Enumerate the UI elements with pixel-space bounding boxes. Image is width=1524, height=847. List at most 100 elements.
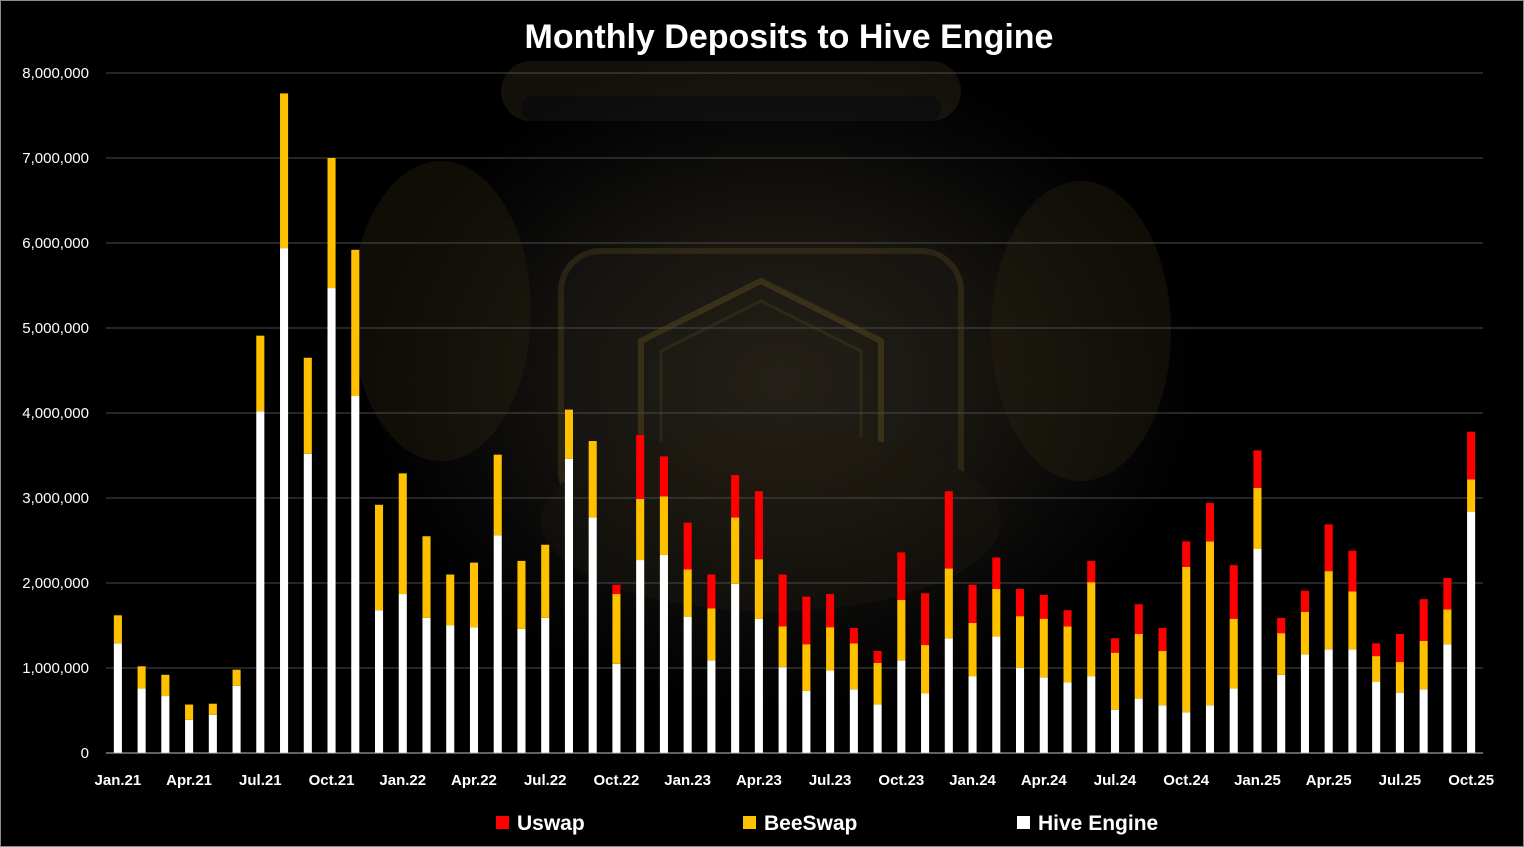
bar-hive-engine: [185, 719, 194, 753]
bar-beeswap: [113, 615, 122, 644]
bar-hive-engine: [1110, 709, 1120, 753]
bar-uswap: [1110, 638, 1120, 653]
bar-hive-engine: [707, 660, 716, 753]
bar-hive-engine: [1182, 712, 1191, 753]
bar-uswap: [849, 628, 858, 644]
bar-uswap: [1158, 628, 1167, 651]
y-tick-label: 7,000,000: [22, 150, 89, 167]
bar-uswap: [612, 584, 621, 595]
bar-hive-engine: [1158, 705, 1167, 753]
bar-hive-engine: [303, 453, 312, 753]
bar-beeswap: [1395, 662, 1404, 693]
bar-beeswap: [232, 669, 241, 686]
bar-beeswap: [1467, 479, 1476, 512]
bar-beeswap: [1229, 618, 1238, 689]
bar-hive-engine: [612, 663, 621, 753]
bar-beeswap: [256, 335, 265, 412]
bar-beeswap: [826, 627, 835, 671]
x-tick-label: Jul.23: [809, 772, 852, 789]
bar-uswap: [921, 593, 930, 646]
bar-beeswap: [612, 594, 621, 664]
bar-hive-engine: [873, 704, 882, 753]
bar-hive-engine: [327, 288, 336, 753]
bar-hive-engine: [564, 458, 573, 753]
x-tick-label: Oct.24: [1163, 772, 1210, 789]
bar-beeswap: [422, 536, 431, 618]
bar-hive-engine: [351, 396, 360, 753]
bar-hive-engine: [208, 714, 217, 753]
bar-hive-engine: [1087, 676, 1096, 753]
y-tick-label: 8,000,000: [22, 65, 89, 82]
bar-uswap: [826, 594, 835, 628]
bar-hive-engine: [992, 636, 1001, 753]
bar-hive-engine: [1277, 674, 1286, 753]
bar-beeswap: [683, 569, 692, 617]
bar-hive-engine: [1443, 644, 1452, 753]
bar-beeswap: [446, 574, 455, 626]
x-tick-label: Jul.24: [1094, 772, 1137, 789]
x-tick-label: Oct.23: [878, 772, 924, 789]
y-tick-label: 3,000,000: [22, 490, 89, 507]
bar-beeswap: [1158, 651, 1167, 706]
bar-hive-engine: [636, 560, 645, 753]
bar-uswap: [1253, 450, 1262, 488]
bar-hive-engine: [1229, 688, 1238, 753]
bar-hive-engine: [802, 690, 811, 753]
bar-uswap: [659, 456, 668, 497]
bar-beeswap: [921, 645, 930, 694]
bar-uswap: [683, 522, 692, 570]
bar-hive-engine: [1300, 654, 1309, 753]
bar-beeswap: [1134, 634, 1143, 699]
bar-uswap: [1205, 503, 1215, 542]
bar-hive-engine: [374, 610, 384, 753]
bar-beeswap: [541, 544, 550, 618]
bar-uswap: [897, 552, 906, 600]
bar-uswap: [778, 574, 787, 627]
x-tick-label: Oct.22: [594, 772, 640, 789]
x-tick-label: Jan.22: [379, 772, 426, 789]
bar-hive-engine: [1467, 511, 1476, 753]
bar-beeswap: [1110, 652, 1120, 710]
bar-hive-engine: [1016, 668, 1025, 753]
bar-beeswap: [469, 562, 479, 628]
bar-beeswap: [351, 249, 360, 396]
bar-hive-engine: [849, 689, 858, 753]
bar-uswap: [1039, 594, 1048, 619]
bar-uswap: [1372, 643, 1381, 657]
x-tick-label: Apr.25: [1306, 772, 1352, 789]
bar-beeswap: [374, 504, 384, 611]
bar-beeswap: [1253, 487, 1262, 549]
bar-beeswap: [137, 666, 146, 689]
bar-hive-engine: [446, 625, 455, 753]
bar-uswap: [1087, 560, 1096, 583]
legend-item-beeswap: BeeSwap: [743, 812, 857, 835]
x-tick-label: Apr.22: [451, 772, 497, 789]
bar-uswap: [1348, 550, 1357, 592]
x-tick-label: Jan.25: [1234, 772, 1281, 789]
legend-item-uswap: Uswap: [496, 812, 585, 835]
bar-beeswap: [707, 608, 716, 661]
x-tick-label: Jan.21: [95, 772, 142, 789]
bar-uswap: [1467, 431, 1476, 480]
bar-hive-engine: [754, 618, 763, 753]
y-axis-tick-labels: 0 1,000,000 2,000,000 3,000,000 4,000,000 5,0…: [22, 65, 89, 762]
bar-uswap: [992, 557, 1001, 589]
bar-beeswap: [1277, 633, 1286, 675]
bar-hive-engine: [398, 594, 407, 753]
bar-beeswap: [493, 454, 502, 536]
legend-label-hive-engine: Hive Engine: [1038, 812, 1158, 835]
legend: Uswap BeeSwap Hive Engine: [496, 812, 1158, 835]
bar-uswap: [1419, 599, 1428, 641]
bar-hive-engine: [1253, 549, 1262, 753]
bar-beeswap: [208, 703, 217, 715]
y-tick-label: 4,000,000: [22, 405, 89, 422]
bar-uswap: [1182, 541, 1191, 567]
x-tick-label: Jul.25: [1379, 772, 1422, 789]
legend-label-beeswap: BeeSwap: [764, 812, 857, 835]
bar-hive-engine: [968, 676, 977, 753]
bar-hive-engine: [256, 411, 265, 753]
bar-beeswap: [968, 622, 977, 677]
bar-beeswap: [1182, 566, 1191, 713]
bar-beeswap: [564, 409, 573, 459]
bar-beeswap: [1372, 656, 1381, 682]
